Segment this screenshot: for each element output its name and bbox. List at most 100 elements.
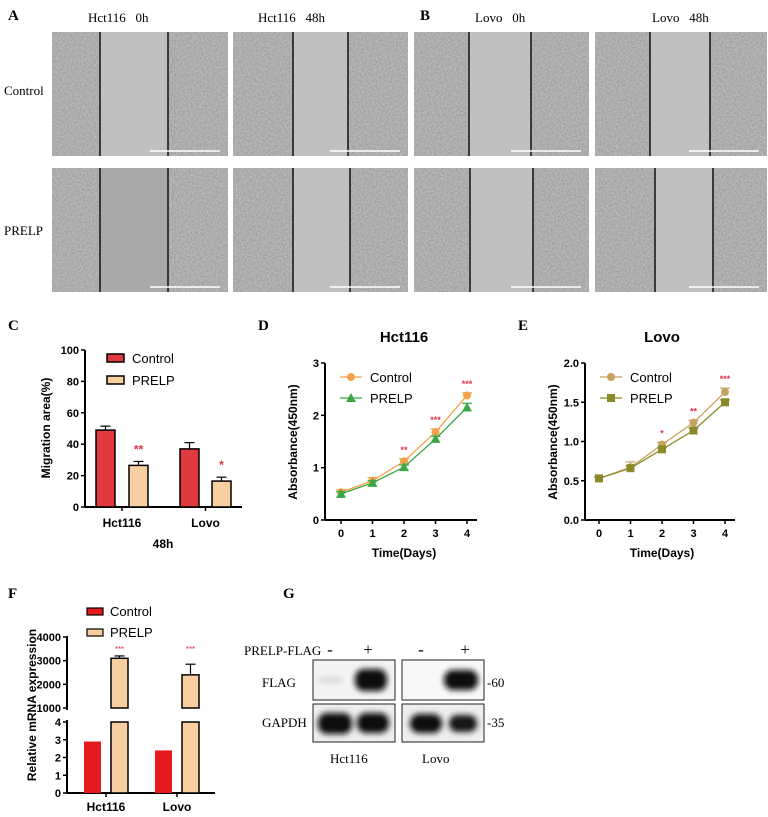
legend-label: Control [630, 370, 672, 385]
y-tick-label: 2 [313, 410, 319, 422]
legend-label: Control [370, 370, 412, 385]
cell-line-lovo: Lovo [422, 751, 449, 766]
bar-prelp-lower [181, 721, 200, 794]
y-tick-label: 1 [313, 463, 319, 475]
band-gapdh [449, 715, 477, 732]
micrograph [595, 32, 767, 156]
bar-control [84, 741, 101, 793]
y-tick-label: 0 [313, 515, 319, 527]
wound-gap [293, 32, 348, 156]
marker-35kda: -35 [487, 715, 504, 730]
row-label-control: Control [4, 83, 44, 98]
x-tick-label: 4 [464, 528, 471, 540]
panel-label-d: D [258, 318, 269, 334]
y-tick-label: 0 [73, 502, 79, 514]
treatment-label: PRELP-FLAG [244, 643, 321, 658]
band-gapdh [318, 713, 352, 734]
row-label-prelp: PRELP [4, 223, 43, 238]
y-axis-label: Absorbance(450nm) [286, 384, 300, 499]
x-tick-label: Lovo [191, 516, 220, 530]
band-flag [444, 670, 478, 690]
wound-gap [469, 32, 531, 156]
marker-60kda: -60 [487, 675, 504, 690]
x-tick-label: 1 [369, 528, 375, 540]
band-faint [316, 676, 344, 684]
micrograph [414, 32, 589, 156]
bar-control [155, 750, 172, 793]
y-tick-label: 0 [55, 788, 61, 800]
significance-marker: *** [720, 374, 731, 384]
bar-control [95, 429, 116, 508]
panel-label-f: F [8, 586, 17, 602]
x-tick-label: 2 [401, 528, 407, 540]
wound-gap [100, 32, 168, 156]
micrograph [52, 168, 228, 292]
data-point-prelp [626, 464, 635, 473]
lane-sign: - [418, 640, 424, 659]
significance-marker: ** [400, 445, 408, 455]
data-point-control [463, 391, 471, 400]
legend-marker [607, 373, 615, 381]
data-point-prelp [721, 398, 729, 407]
legend-swatch [86, 607, 104, 616]
band-flag [355, 669, 387, 691]
y-axis-label: Absorbance(450nm) [546, 384, 560, 499]
y-tick-label: 1.5 [564, 397, 579, 409]
data-point-prelp [658, 445, 666, 454]
significance-marker: ** [690, 406, 698, 416]
legend-swatch [106, 375, 125, 385]
y-tick-label: 80 [67, 376, 79, 388]
bar-prelp [211, 480, 232, 508]
micrograph [414, 168, 589, 292]
y-tick-label: 100 [61, 345, 79, 357]
legend-swatch [86, 628, 104, 637]
significance-marker: ** [134, 442, 144, 456]
data-point-prelp [399, 462, 409, 472]
y-tick-label: 0.5 [564, 476, 579, 488]
data-point-prelp [595, 474, 603, 483]
cell-line-hct116: Hct116 [330, 751, 368, 766]
band-gapdh [357, 713, 389, 733]
panel-label-a: A [8, 8, 19, 24]
micrograph [595, 168, 767, 292]
bar-prelp-lower [110, 721, 129, 794]
legend-label: PRELP [110, 625, 153, 640]
chart-c-migration-area: C 0 20 40 60 80 100 Migration area(%) Hct116 ** Lo… [8, 318, 242, 551]
wound-gap [650, 32, 710, 156]
bar-prelp [128, 464, 149, 508]
micrograph [233, 32, 408, 156]
y-tick-label: 1.0 [564, 437, 579, 449]
y-tick-label: 3 [55, 735, 61, 747]
significance-marker: *** [186, 645, 195, 654]
chart-title: Hct116 [380, 329, 428, 346]
wound-gap [470, 168, 533, 292]
significance-marker: *** [462, 379, 473, 389]
legend-label: Control [132, 351, 174, 366]
data-point-prelp [689, 426, 698, 435]
panel-label-e: E [518, 318, 528, 334]
significance-marker: * [219, 458, 224, 472]
y-tick-label: 3 [313, 358, 319, 370]
y-tick-label: 0.0 [564, 515, 579, 527]
y-tick-label: 4000 [37, 632, 61, 644]
data-point-prelp [367, 477, 378, 487]
series-line-prelp [598, 401, 726, 480]
x-tick-label: Lovo [163, 800, 192, 814]
column-title-hct116-0h: Hct116 0h [88, 10, 149, 25]
data-point-control [689, 418, 698, 427]
legend-label: Control [110, 604, 152, 619]
x-axis-label: Time(Days) [372, 546, 436, 560]
panel-label-c: C [8, 318, 19, 334]
x-tick-label: 1 [627, 528, 633, 540]
legend-label: PRELP [132, 373, 175, 388]
x-tick-label: 4 [722, 528, 729, 540]
column-title-lovo-0h: Lovo 0h [475, 10, 526, 25]
wound-gap [655, 168, 713, 292]
data-point-prelp [336, 488, 346, 498]
data-point-prelp [462, 402, 472, 412]
column-title-lovo-48h: Lovo 48h [652, 10, 709, 25]
significance-marker: * [660, 428, 664, 438]
x-tick-label: Hct116 [87, 800, 126, 814]
